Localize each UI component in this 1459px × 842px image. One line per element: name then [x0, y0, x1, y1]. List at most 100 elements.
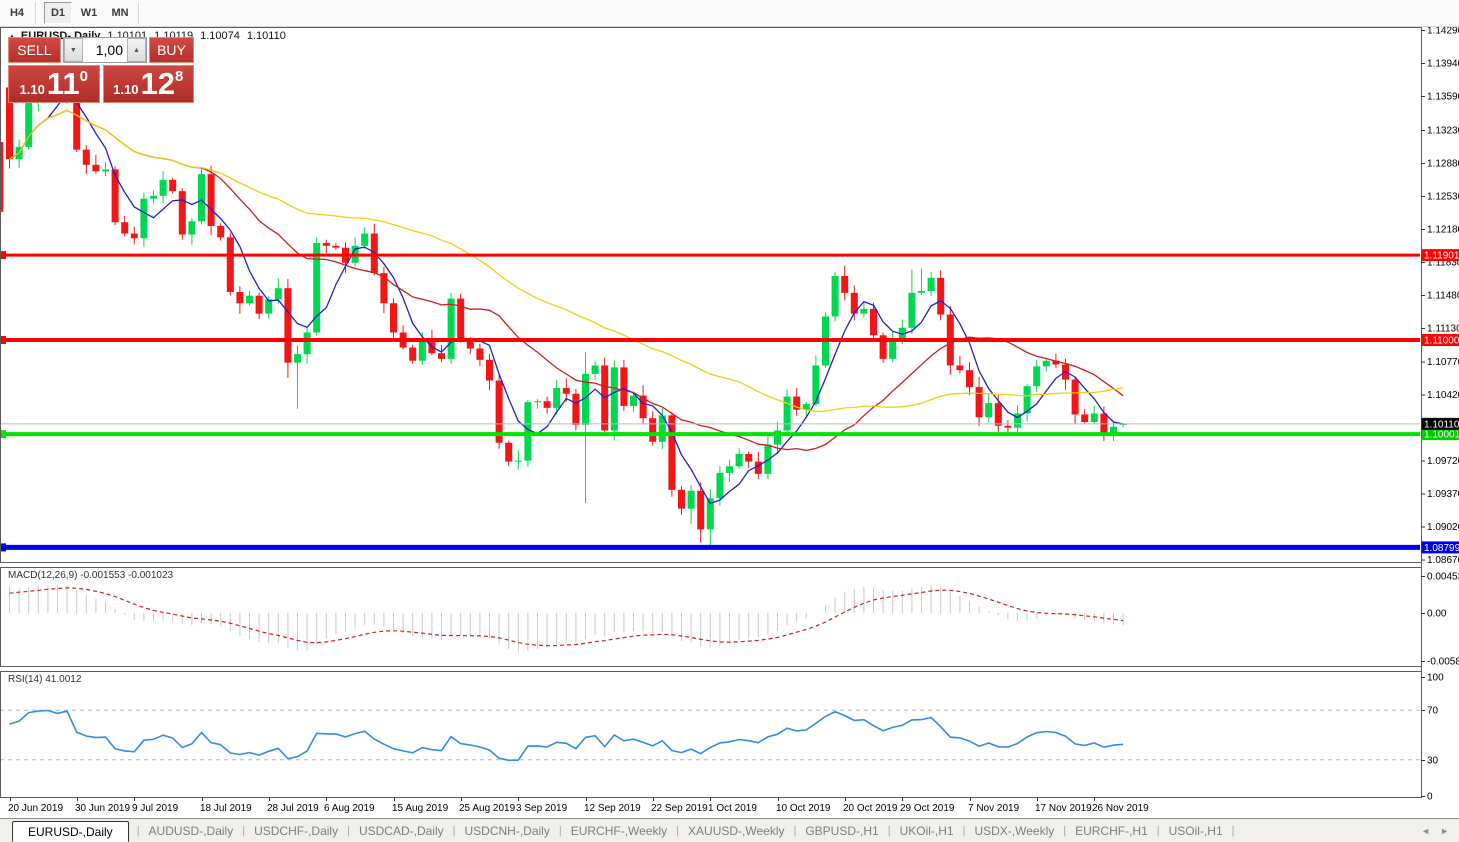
svg-text:1.12530: 1.12530	[1427, 191, 1459, 202]
svg-text:1.09020: 1.09020	[1427, 522, 1459, 533]
collapse-icon[interactable]: ▲	[8, 31, 16, 41]
timeframe-button-w1[interactable]: W1	[80, 7, 98, 19]
sell-price-panel[interactable]: 1.10 11 0	[8, 65, 100, 103]
candles-layer	[1, 78, 1127, 549]
chart-tab-bar: EURUSD-,Daily | AUDUSD-,Daily | USDCHF-,Dail…	[0, 818, 1459, 842]
chart-tab-usdcnh-daily[interactable]: USDCNH-,Daily	[464, 823, 550, 838]
ohlc-close: 1.10110	[246, 30, 286, 42]
chart-tab-usdcad-daily[interactable]: USDCAD-,Daily	[358, 823, 444, 838]
svg-text:1.10770: 1.10770	[1427, 357, 1459, 368]
svg-text:1.11830: 1.11830	[1427, 257, 1459, 268]
macd-layer	[9, 585, 1124, 653]
tab-scroll-buttons: ◄ ►	[1421, 826, 1459, 836]
svg-text:26 Nov 2019: 26 Nov 2019	[1092, 803, 1149, 814]
svg-text:70: 70	[1427, 706, 1439, 717]
svg-text:0: 0	[1427, 792, 1433, 803]
ma-5-line	[9, 92, 1124, 505]
svg-text:20 Jun 2019: 20 Jun 2019	[8, 803, 63, 814]
main-chart-panel[interactable]	[0, 27, 1422, 563]
chart-tab-eurchf-weekly[interactable]: EURCHF-,Weekly	[570, 823, 668, 838]
svg-text:0.004536: 0.004536	[1427, 571, 1459, 582]
timeframe-toolbar: H4 D1 W1 MN	[0, 0, 1459, 27]
buy-price-big: 12	[140, 66, 175, 101]
chart-tab-eurusd-daily[interactable]: EURUSD-,Daily	[12, 821, 129, 842]
svg-text:3 Sep 2019: 3 Sep 2019	[516, 803, 568, 814]
chart-tab-xauusd-weekly[interactable]: XAUUSD-,Weekly	[688, 823, 785, 838]
svg-text:1.09370: 1.09370	[1427, 489, 1459, 500]
svg-text:17 Nov 2019: 17 Nov 2019	[1035, 803, 1092, 814]
tab-separator: |	[962, 824, 966, 837]
timeframe-button-h4[interactable]: H4	[9, 7, 25, 19]
tab-separator: |	[136, 824, 140, 837]
tab-separator: |	[887, 824, 891, 837]
sell-price-prefix: 1.10	[19, 82, 45, 97]
rsi-layer	[1, 709, 1420, 762]
tab-scroll-right-icon[interactable]: ►	[1440, 825, 1449, 836]
svg-text:20 Oct 2019: 20 Oct 2019	[843, 803, 898, 814]
lot-size-input[interactable]: 1,00	[95, 42, 123, 58]
tab-separator: |	[452, 824, 456, 837]
macd-panel[interactable]	[0, 567, 1422, 667]
chart-tab-eurchf-h1[interactable]: EURCHF-,H1	[1075, 823, 1148, 838]
svg-text:1.10420: 1.10420	[1427, 390, 1459, 401]
chevron-down-icon: ▼	[69, 46, 77, 54]
svg-text:1.09720: 1.09720	[1427, 456, 1459, 467]
svg-text:1.12180: 1.12180	[1427, 224, 1459, 235]
svg-text:1.11000: 1.11000	[1424, 336, 1459, 347]
lot-decrease-button[interactable]: ▼	[63, 38, 83, 62]
svg-text:1.10110: 1.10110	[1424, 419, 1459, 430]
chart-tab-usdchf-daily[interactable]: USDCHF-,Daily	[254, 823, 339, 838]
svg-text:1.10001: 1.10001	[1424, 430, 1459, 441]
buy-price-panel[interactable]: 1.10 12 8	[102, 65, 194, 103]
chart-tab-usdx-weekly[interactable]: USDX-,Weekly	[974, 823, 1055, 838]
svg-text:30: 30	[1427, 755, 1439, 766]
rsi-indicator-label: RSI(14) 41.0012	[8, 674, 82, 685]
buy-price-prefix: 1.10	[113, 82, 139, 97]
sell-price-big: 11	[46, 66, 80, 101]
time-axis: 20 Jun 2019 30 Jun 2019 9 Jul 2019 18 Jul 2…	[8, 797, 1149, 814]
svg-text:1.11901: 1.11901	[1424, 251, 1459, 262]
svg-text:28 Jul 2019: 28 Jul 2019	[267, 803, 319, 814]
svg-text:1.12880: 1.12880	[1427, 158, 1459, 169]
tab-separator: |	[1156, 824, 1160, 837]
tab-separator: |	[558, 824, 562, 837]
svg-text:6 Aug 2019: 6 Aug 2019	[324, 803, 375, 814]
svg-text:100: 100	[1427, 673, 1444, 684]
svg-text:25 Aug 2019: 25 Aug 2019	[459, 803, 516, 814]
svg-text:15 Aug 2019: 15 Aug 2019	[392, 803, 449, 814]
svg-text:7 Nov 2019: 7 Nov 2019	[968, 803, 1020, 814]
tab-scroll-left-icon[interactable]: ◄	[1421, 825, 1431, 836]
buy-button[interactable]: BUY	[148, 37, 194, 63]
chart-tab-gbpusd-h1[interactable]: GBPUSD-,H1	[805, 823, 879, 838]
svg-text:1.11480: 1.11480	[1427, 290, 1459, 301]
timeframe-button-d1[interactable]: D1	[44, 2, 72, 24]
ohlc-low: 1.10074	[200, 30, 240, 42]
buy-price-pip: 8	[174, 68, 184, 85]
macd-indicator-label: MACD(12,26,9) -0.001553 -0.001023	[8, 570, 174, 581]
svg-text:1.13230: 1.13230	[1427, 125, 1459, 136]
chart-tab-ukoil-h1[interactable]: UKOil-,H1	[899, 823, 954, 838]
sell-price-pip: 0	[79, 68, 88, 85]
timeframe-button-mn[interactable]: MN	[111, 7, 129, 19]
svg-text:18 Jul 2019: 18 Jul 2019	[200, 803, 252, 814]
svg-text:-0.005820: -0.005820	[1427, 656, 1459, 667]
chart-tab-audusd-daily[interactable]: AUDUSD-,Daily	[148, 823, 234, 838]
svg-text:1.08799: 1.08799	[1424, 543, 1459, 554]
svg-text:1.14290: 1.14290	[1427, 26, 1459, 37]
chevron-up-icon: ▲	[133, 46, 140, 54]
ma-45-line	[9, 109, 1124, 413]
horizontal-lines-layer[interactable]	[0, 251, 1421, 552]
tab-separator: |	[793, 824, 797, 837]
sell-button[interactable]: SELL	[8, 37, 61, 63]
svg-text:9 Jul 2019: 9 Jul 2019	[132, 803, 179, 814]
tab-separator: |	[347, 824, 350, 837]
chart-tab-usoil-h1[interactable]: USOil-,H1	[1168, 823, 1223, 838]
moving-averages-layer	[9, 92, 1124, 505]
svg-text:10 Oct 2019: 10 Oct 2019	[776, 803, 831, 814]
svg-text:1 Oct 2019: 1 Oct 2019	[708, 803, 757, 814]
tab-separator: |	[1231, 824, 1235, 837]
tab-separator: |	[676, 824, 680, 837]
rsi-panel[interactable]	[0, 671, 1422, 798]
lot-increase-button[interactable]: ▲	[126, 38, 146, 62]
